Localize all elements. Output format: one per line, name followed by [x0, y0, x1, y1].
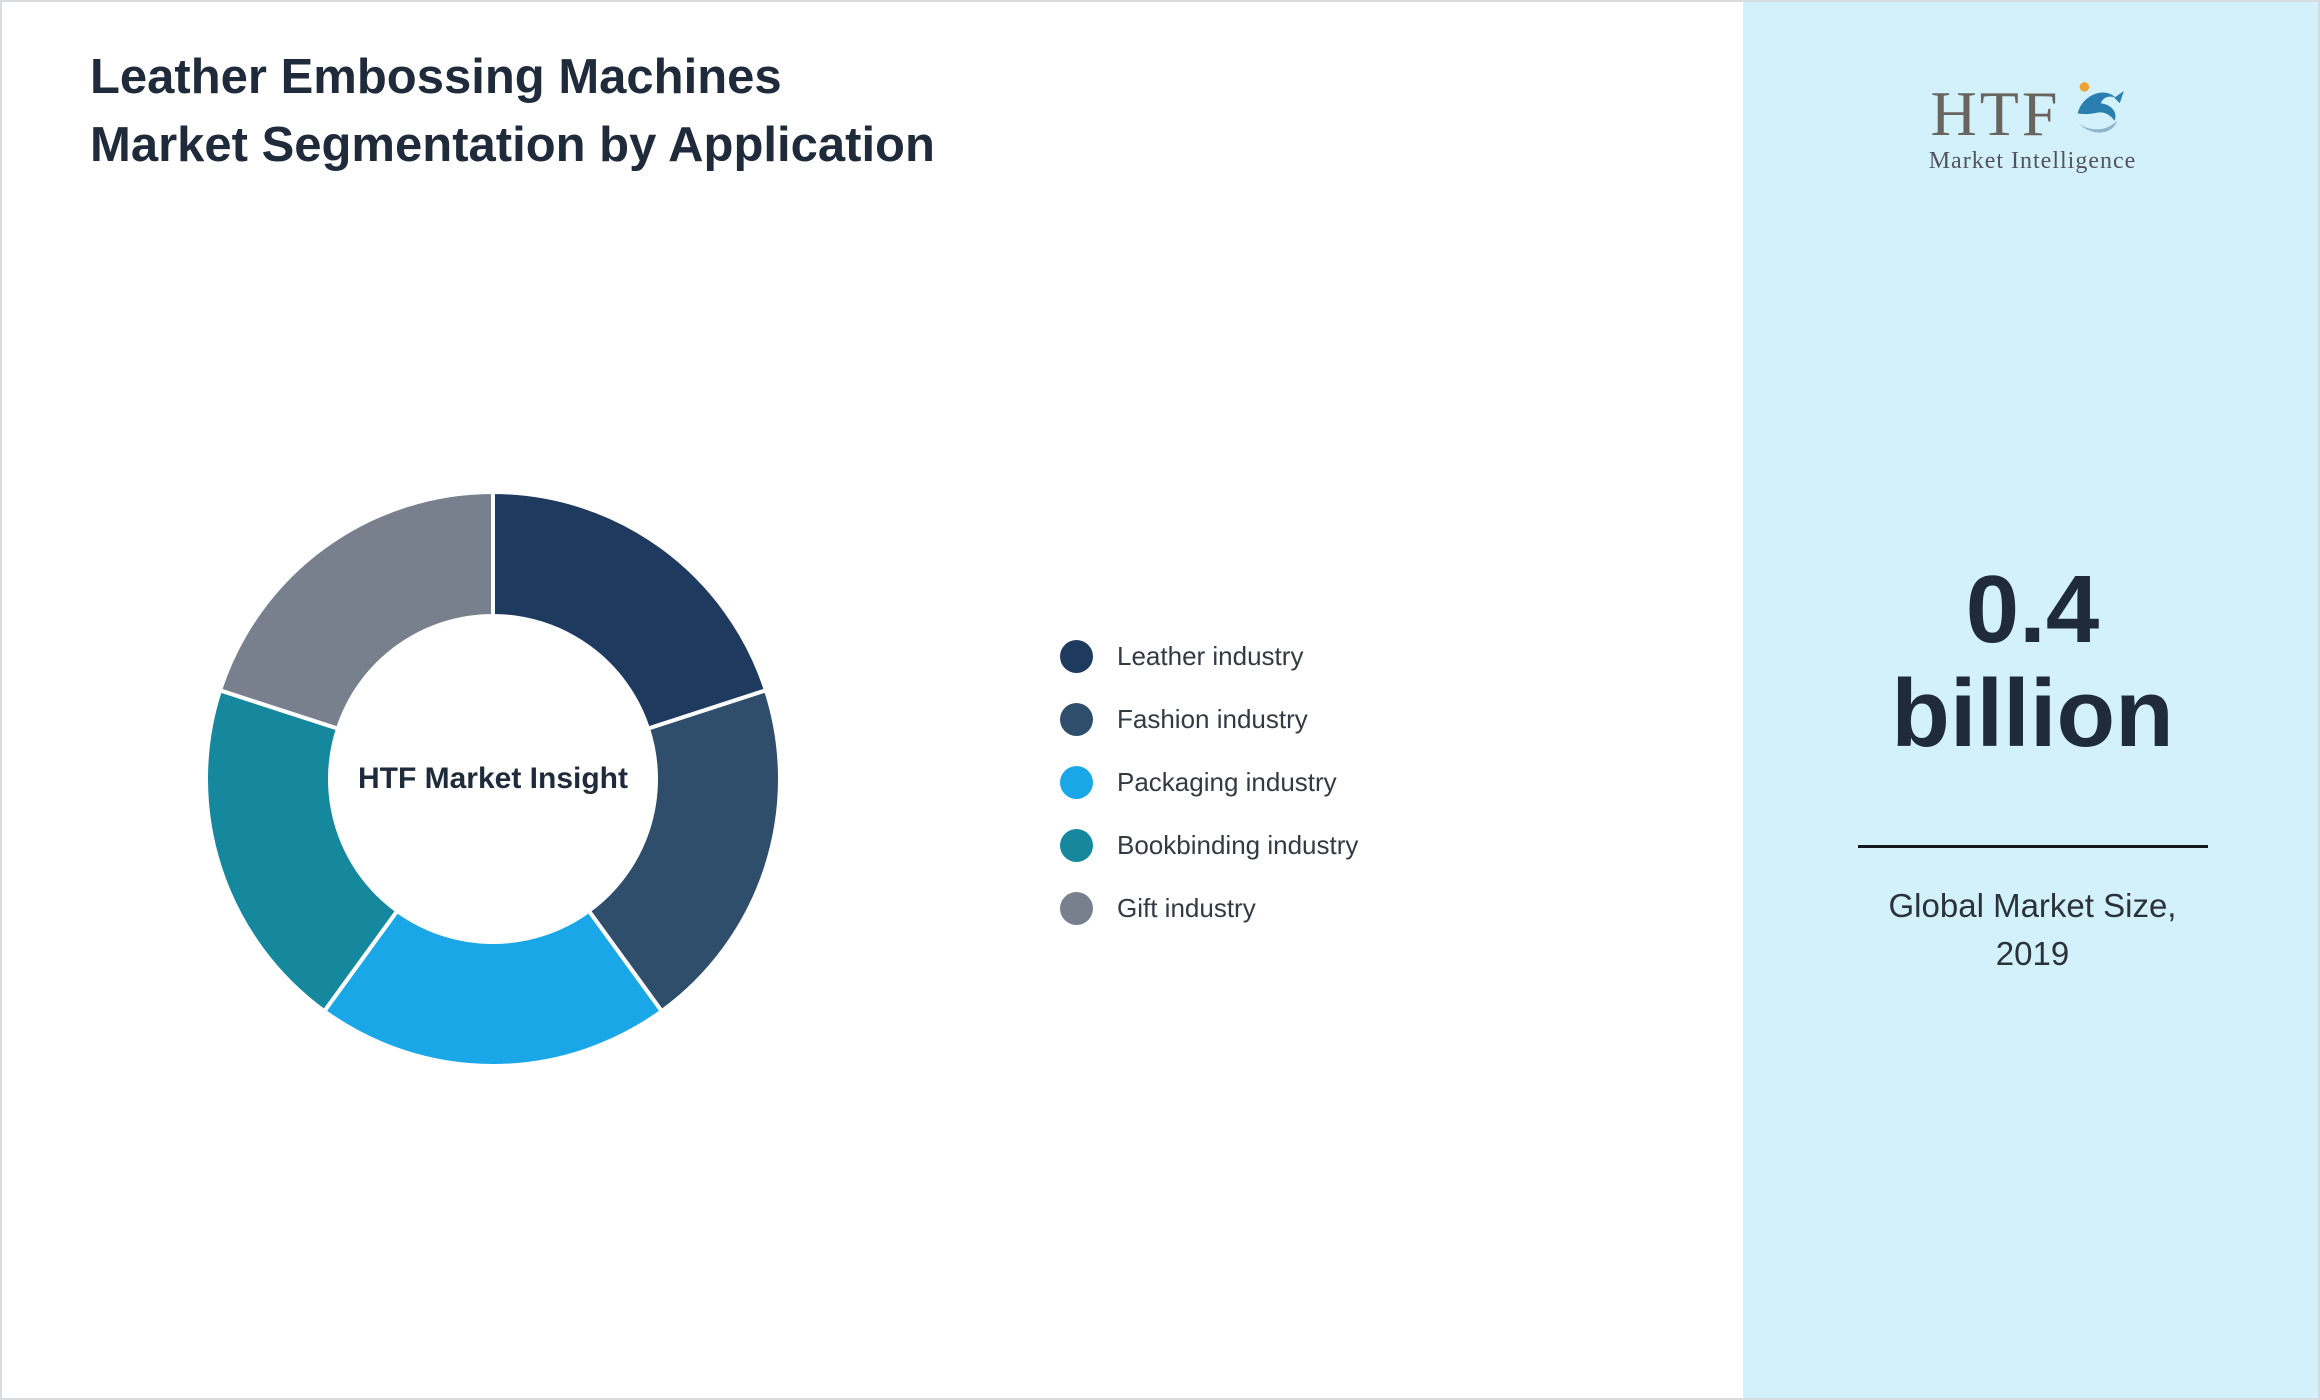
- donut-segment: [217, 489, 495, 732]
- legend-label: Leather industry: [1117, 641, 1304, 671]
- legend-label: Bookbinding industry: [1117, 830, 1359, 860]
- donut-center-label: HTF Market Insight: [357, 762, 628, 796]
- market-size-label: Global Market Size, 2019: [1888, 887, 2177, 972]
- legend-item: Bookbinding industry: [1060, 829, 1358, 862]
- page-title: Leather Embossing Machines Market Segmen…: [90, 50, 935, 172]
- brand-logo: HTF Market Intelligence: [1743, 78, 2318, 175]
- legend-swatch-icon: [1060, 766, 1093, 799]
- legend-label: Packaging industry: [1117, 767, 1337, 797]
- legend-swatch-icon: [1060, 892, 1093, 925]
- donut-segment: [204, 687, 400, 1014]
- legend-item: Gift industry: [1060, 892, 1358, 925]
- donut-segment: [321, 908, 665, 1068]
- stat-divider: [1857, 845, 2208, 848]
- legend-item: Packaging industry: [1060, 766, 1358, 799]
- dolphin-icon: [2078, 82, 2125, 133]
- legend-label: Fashion industry: [1117, 704, 1308, 734]
- legend-swatch-icon: [1060, 829, 1093, 862]
- donut-segment: [491, 489, 769, 732]
- logo-text: HTF: [1930, 78, 2061, 149]
- legend-swatch-icon: [1060, 640, 1093, 673]
- donut-segment: [586, 687, 782, 1014]
- donut-chart: HTF Market Insight: [193, 479, 793, 1079]
- legend-item: Leather industry: [1060, 640, 1358, 673]
- sidebar-panel: HTF Market Intelligence 0.4 billion Glob…: [1743, 2, 2318, 1398]
- chart-legend: Leather industry Fashion industry Packagin…: [1060, 640, 1358, 955]
- legend-label: Gift industry: [1117, 893, 1256, 923]
- logo-subtext: Market Intelligence: [1928, 148, 2137, 174]
- market-size-value: 0.4 billion: [1891, 556, 2174, 767]
- donut-chart-svg: [204, 489, 782, 1068]
- legend-item: Fashion industry: [1060, 703, 1358, 736]
- legend-swatch-icon: [1060, 703, 1093, 736]
